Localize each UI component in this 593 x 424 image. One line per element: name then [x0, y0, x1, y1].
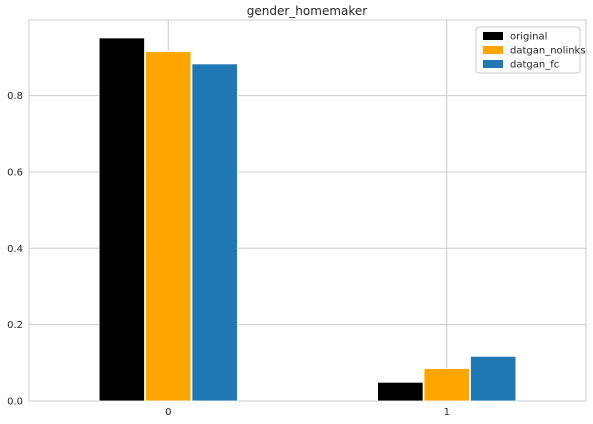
legend-label: datgan_fc [510, 60, 559, 71]
y-tick-label: 0.2 [7, 320, 23, 331]
chart-title: gender_homemaker [247, 4, 368, 18]
x-tick-label: 1 [444, 407, 450, 418]
bar-datgan_fc-0 [191, 63, 238, 402]
legend: original datgan_nolinks datgan_fc [475, 26, 586, 74]
y-tick-label: 0.6 [7, 167, 23, 178]
bar-original-1 [377, 381, 424, 402]
bar-datgan_nolinks-1 [423, 368, 470, 402]
legend-label: original [510, 32, 547, 43]
y-tick-label: 0.4 [7, 244, 23, 255]
legend-swatch-datgan_nolinks [483, 46, 503, 54]
legend-swatch-datgan_fc [483, 60, 503, 68]
y-tick-label: 0.8 [7, 91, 23, 102]
x-tick-label: 0 [165, 407, 171, 418]
bar-original-0 [98, 37, 145, 402]
y-tick-label: 0.0 [7, 397, 23, 408]
legend-swatch-original [483, 32, 503, 40]
legend-label: datgan_nolinks [510, 46, 586, 57]
y-axis-ticks: 0.0 0.2 0.4 0.6 0.8 [7, 91, 23, 407]
bar-datgan_nolinks-0 [145, 51, 192, 402]
bars [98, 37, 517, 402]
bar-datgan_fc-1 [470, 355, 517, 402]
